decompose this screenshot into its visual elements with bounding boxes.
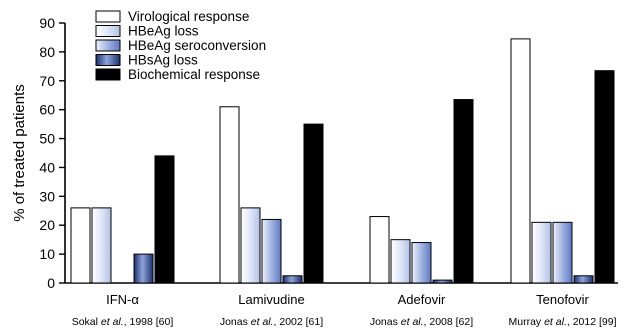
y-tick-label: 0 [47, 275, 55, 291]
legend-label: HBeAg seroconversion [128, 38, 266, 53]
bar-hbsag-loss-3: HBsAg loss: 2.5 [573, 275, 594, 284]
bar-hbeag-seroconversion-1: HBeAg seroconversion: 22 [261, 218, 282, 284]
bar-biochemical-response-3: Biochemical response: 73.5 [594, 70, 615, 284]
y-tick-label: 10 [39, 246, 55, 262]
citation-label: Sokal et al., 1998 [60] [72, 316, 174, 328]
legend-label: HBeAg loss [128, 24, 199, 39]
bar-virological-response-0: Virological response: 26 [70, 207, 91, 284]
bar-hbeag-loss-1: HBeAg loss: 26 [240, 207, 261, 284]
category-label: Lamivudine [238, 292, 305, 307]
citation-label: Jonas et al., 2008 [62] [370, 316, 473, 328]
legend-label: Biochemical response [128, 67, 260, 82]
category-label: Tenofovir [536, 292, 589, 307]
bar-hbeag-seroconversion-2: HBeAg seroconversion: 14 [411, 242, 432, 284]
y-tick-label: 70 [39, 73, 55, 89]
legend-swatch [95, 39, 121, 52]
bars: Virological response: 26HBeAg loss: 26HB… [70, 38, 615, 284]
y-tick-label: 30 [39, 188, 55, 204]
bar-hbeag-seroconversion-3: HBeAg seroconversion: 21 [552, 221, 573, 284]
legend-label: HBsAg loss [128, 53, 198, 68]
category-label: IFN-α [106, 292, 139, 307]
bar-virological-response-3: Virological response: 84.5 [510, 38, 531, 284]
bar-hbeag-loss-0: HBeAg loss: 26 [91, 207, 112, 284]
category-label: Adefovir [398, 292, 446, 307]
bar-hbeag-loss-3: HBeAg loss: 21 [531, 221, 552, 284]
bar-hbsag-loss-2: HBsAg loss: 1 [432, 279, 453, 284]
bar-biochemical-response-2: Biochemical response: 63.5 [453, 99, 474, 284]
category-labels: IFN-α Sokal et al., 1998 [60] Lamivudine Jo… [72, 292, 617, 328]
bar-virological-response-1: Virological response: 61 [219, 106, 240, 284]
citation-label: Murray et al., 2012 [99] [509, 316, 617, 328]
y-tick-label: 80 [39, 44, 55, 60]
bar-biochemical-response-0: Biochemical response: 44 [154, 155, 175, 284]
bar-hbsag-loss-0: HBsAg loss: 10 [133, 253, 154, 284]
y-tick-label: 90 [39, 15, 55, 31]
citation-label: Jonas et al., 2002 [61] [220, 316, 323, 328]
legend-swatch [95, 68, 121, 81]
y-tick-label: 50 [39, 131, 55, 147]
y-axis-title: % of treated patients [11, 84, 28, 222]
legend-label: Virological response [128, 9, 249, 24]
bar-hbsag-loss-1: HBsAg loss: 2.5 [282, 275, 303, 284]
bar-hbeag-loss-2: HBeAg loss: 15 [390, 239, 411, 284]
legend-swatch [95, 54, 121, 66]
y-tick-label: 20 [39, 217, 55, 233]
bar-virological-response-2: Virological response: 23 [369, 216, 390, 284]
y-tick-label: 60 [39, 102, 55, 118]
bar-biochemical-response-1: Biochemical response: 55 [303, 123, 324, 284]
y-tick-label: 40 [39, 159, 55, 175]
legend-swatch [95, 25, 121, 37]
legend-swatch [95, 10, 121, 23]
